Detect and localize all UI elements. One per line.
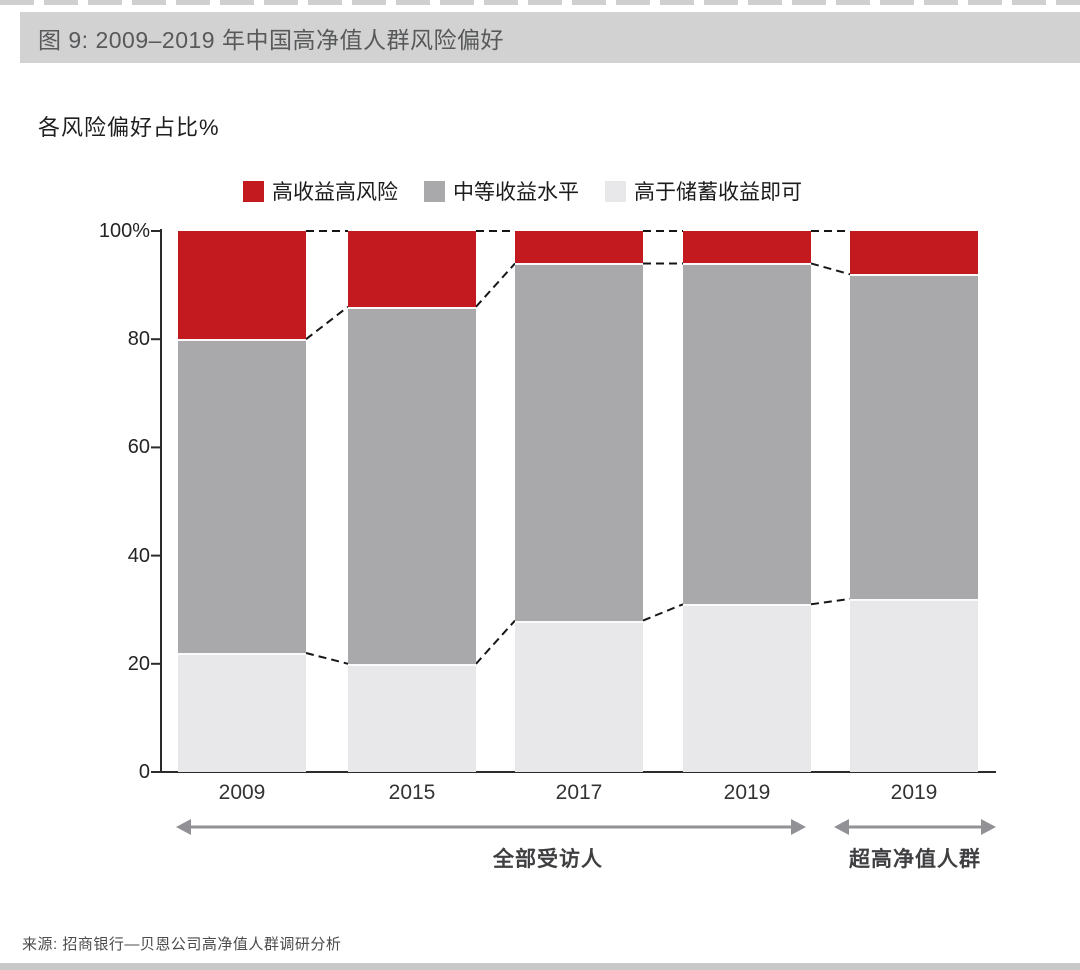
legend-label: 高收益高风险 [272, 181, 398, 204]
bar-segment [683, 263, 811, 605]
bar-segment [683, 604, 811, 772]
chart-legend: 高收益高风险 中等收益水平 高于储蓄收益即可 [243, 176, 802, 206]
connector-highrisk-dashed [475, 262, 516, 308]
bar-segment [348, 663, 476, 772]
bar-segment [683, 231, 811, 264]
x-axis-label: 2019 [890, 781, 938, 804]
connector-savings-dashed [305, 652, 349, 665]
bar-segment [348, 231, 476, 307]
arrow-left-icon [176, 819, 191, 835]
bar-segment [515, 231, 643, 264]
figure-title: 图 9: 2009–2019 年中国高净值人群风险偏好 [38, 26, 504, 53]
x-axis-label: 2009 [218, 781, 266, 804]
bar-segment [178, 339, 306, 653]
stacked-bar-2009-0 [178, 231, 306, 772]
connector-savings-dashed [642, 603, 684, 622]
bar-segment [178, 652, 306, 772]
y-axis-tick-label: 40 [127, 544, 150, 567]
bar-segment [178, 231, 306, 340]
legend-item-1: 中等收益水平 [424, 176, 579, 206]
arrow-right-icon [791, 819, 806, 835]
connector-highrisk-dashed [305, 305, 349, 340]
page-bottom-divider [0, 963, 1080, 970]
arrow-right-icon [981, 819, 996, 835]
y-axis-tick-label: 80 [127, 328, 150, 351]
bar-segment [850, 598, 978, 772]
connector-savings-dashed [810, 597, 851, 606]
y-axis-tick-label: 60 [127, 436, 150, 459]
group-label-uhnw: 超高净值人群 [849, 848, 981, 871]
bar-segment [515, 620, 643, 772]
y-axis-tick-label: 100% [98, 220, 150, 242]
y-axis-tick-label: 20 [127, 652, 150, 675]
legend-swatch-icon [424, 180, 445, 202]
stacked-bar-2019-4 [850, 231, 978, 772]
x-axis-label: 2015 [388, 781, 436, 804]
legend-item-0: 高收益高风险 [243, 176, 398, 206]
legend-label: 中等收益水平 [453, 181, 579, 204]
x-axis-label: 2019 [723, 781, 771, 804]
y-axis-tick-label: 0 [138, 761, 150, 783]
bar-segment [348, 306, 476, 664]
stacked-bar-2019-3 [683, 231, 811, 772]
figure-header: 图 9: 2009–2019 年中国高净值人群风险偏好 [20, 12, 1080, 63]
legend-swatch-icon [605, 180, 626, 202]
group-label-all-respondents: 全部受访人 [493, 848, 603, 871]
arrow-left-icon [834, 819, 849, 835]
y-axis-title: 各风险偏好占比% [38, 115, 220, 140]
legend-swatch-icon [243, 180, 264, 202]
stacked-bar-2015-1 [348, 231, 476, 772]
connector-highrisk-dashed [810, 262, 851, 276]
legend-item-2: 高于储蓄收益即可 [605, 176, 802, 206]
bar-segment [850, 231, 978, 275]
x-axis-label: 2017 [555, 781, 603, 804]
connector-savings-dashed [475, 619, 516, 665]
bar-segment [850, 274, 978, 599]
legend-label: 高于储蓄收益即可 [634, 181, 802, 204]
page-top-divider [0, 0, 1080, 5]
source-note: 来源: 招商银行—贝恩公司高净值人群调研分析 [22, 936, 342, 953]
bar-segment [515, 263, 643, 621]
stacked-bar-2017-2 [515, 231, 643, 772]
